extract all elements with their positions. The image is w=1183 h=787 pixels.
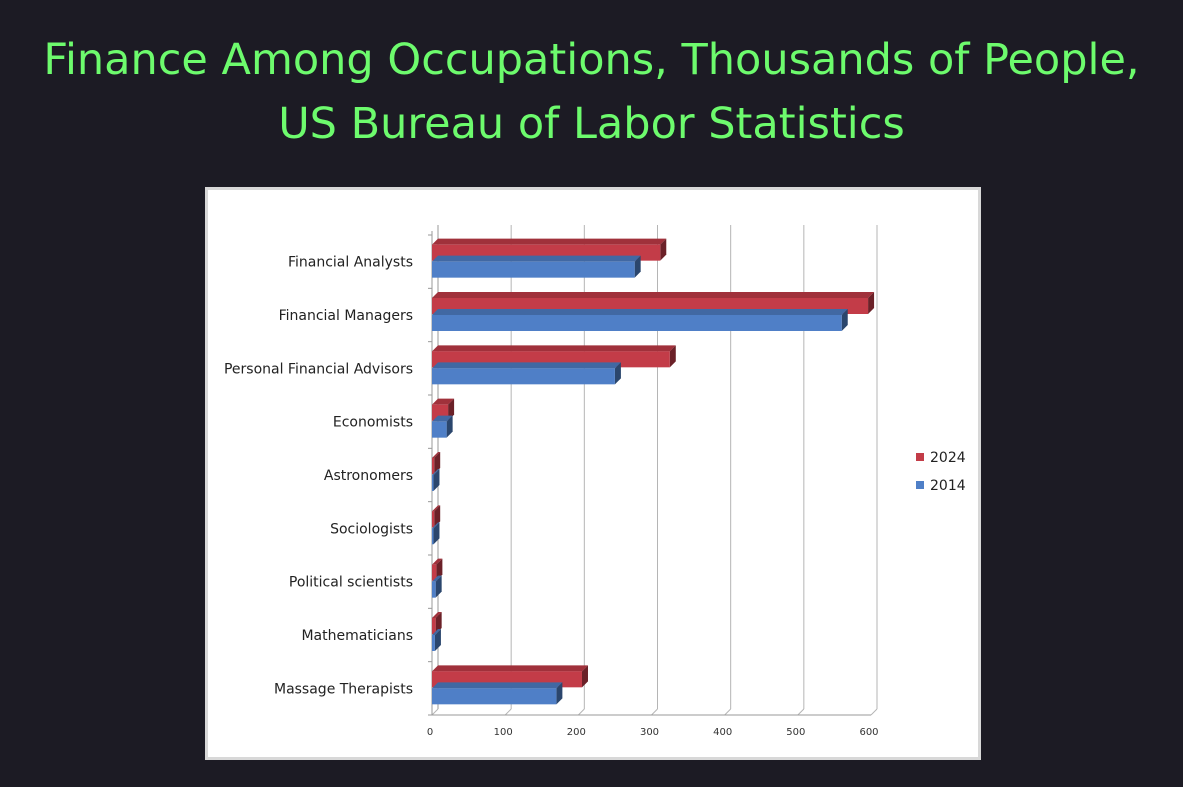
- bar-top-face: [432, 575, 442, 582]
- bar-2024: [432, 505, 441, 528]
- bar-2014: [432, 629, 441, 651]
- bar-end-face: [434, 629, 441, 651]
- bar-end-face: [433, 469, 440, 491]
- legend-swatch-2014: [916, 481, 924, 489]
- bar-front-face: [432, 618, 436, 634]
- floor-tick: [431, 708, 439, 716]
- bar-front-face: [432, 368, 615, 385]
- category-label: Financial Analysts: [288, 255, 413, 271]
- x-tick-label: 300: [640, 727, 659, 738]
- x-tick-label: 100: [494, 727, 513, 738]
- category-label: Personal Financial Advisors: [224, 361, 413, 377]
- bar-end-face: [434, 505, 441, 528]
- bar-front-face: [432, 475, 434, 491]
- bar-end-face: [660, 238, 667, 261]
- bar-end-face: [614, 362, 621, 385]
- category-label: Mathematicians: [301, 628, 413, 644]
- bar-end-face: [581, 665, 588, 688]
- bar-2014: [432, 362, 621, 385]
- bar-front-face: [432, 635, 435, 651]
- bar-end-face: [436, 558, 443, 581]
- category-label: Economists: [333, 415, 413, 431]
- title-line-2: US Bureau of Labor Statistics: [278, 99, 905, 149]
- bar-2014: [432, 469, 440, 491]
- bar-end-face: [435, 575, 442, 598]
- bar-end-face: [556, 682, 563, 705]
- bar-end-face: [435, 612, 442, 634]
- bar-2014: [432, 575, 442, 598]
- category-label: Financial Managers: [279, 308, 413, 324]
- bar-top-face: [432, 362, 621, 369]
- title-line-1: Finance Among Occupations, Thousands of …: [43, 35, 1140, 85]
- floor-tick: [724, 708, 732, 716]
- bar-end-face: [434, 452, 441, 474]
- bar-top-face: [432, 345, 676, 352]
- bar-front-face: [432, 564, 437, 581]
- bar-front-face: [432, 315, 842, 331]
- bar-top-face: [432, 255, 641, 262]
- bar-front-face: [432, 581, 436, 598]
- legend-label-2014: 2014: [930, 478, 966, 494]
- x-tick-label: 400: [713, 727, 732, 738]
- bar-2024: [432, 452, 441, 474]
- bar-front-face: [432, 458, 435, 474]
- bar-end-face: [446, 415, 453, 438]
- legend-swatch-2024: [916, 453, 924, 461]
- bar-2024: [432, 558, 443, 581]
- bar-2014: [432, 309, 848, 331]
- category-label: Political scientists: [289, 575, 413, 591]
- bar-top-face: [432, 415, 453, 422]
- bar-top-face: [432, 452, 441, 458]
- category-label: Astronomers: [324, 468, 413, 484]
- x-tick-label: 0: [427, 727, 433, 738]
- bar-top-face: [432, 292, 875, 298]
- bar-end-face: [448, 398, 455, 421]
- floor-tick: [797, 708, 805, 716]
- x-tick-label: 200: [567, 727, 586, 738]
- bar-end-face: [868, 292, 875, 314]
- floor-tick: [504, 708, 512, 716]
- floor-tick: [651, 708, 658, 716]
- bar-2014: [432, 522, 440, 545]
- bar-end-face: [669, 345, 676, 368]
- bar-top-face: [432, 612, 442, 618]
- bar-top-face: [432, 238, 667, 245]
- bar-front-face: [432, 511, 435, 528]
- bar-top-face: [432, 469, 440, 475]
- bar-2014: [432, 682, 563, 705]
- chart-frame: 0 100 200 300 400 500 600 Financial Analysts Fin…: [205, 187, 981, 760]
- bar-top-face: [432, 629, 441, 635]
- bar-end-face: [433, 522, 440, 545]
- floor-tick: [870, 708, 878, 716]
- x-tick-label: 500: [786, 727, 805, 738]
- bar-2014: [432, 415, 453, 438]
- bar-2024: [432, 612, 442, 634]
- bar-end-face: [841, 309, 848, 331]
- bar-top-face: [432, 505, 441, 512]
- bar-front-face: [432, 421, 447, 438]
- bar-front-face: [432, 528, 434, 545]
- bar-top-face: [432, 522, 440, 529]
- category-label: Massage Therapists: [274, 681, 413, 697]
- slide-title: Finance Among Occupations, Thousands of …: [0, 28, 1183, 156]
- bar-top-face: [432, 682, 563, 689]
- bar-2014: [432, 255, 641, 278]
- bar-chart: 0 100 200 300 400 500 600 Financial Analysts Fin…: [224, 225, 966, 738]
- legend: 2024 2014: [916, 450, 966, 494]
- bar-end-face: [634, 255, 641, 278]
- bar-top-face: [432, 558, 443, 565]
- bar-top-face: [432, 665, 588, 672]
- bar-front-face: [432, 261, 635, 278]
- category-label: Sociologists: [330, 521, 413, 537]
- label-layer: 0 100 200 300 400 500 600 Financial Analysts Fin…: [224, 255, 879, 738]
- bar-front-face: [432, 688, 557, 705]
- legend-label-2024: 2024: [930, 450, 966, 466]
- bar-top-face: [432, 309, 848, 315]
- floor-tick: [577, 708, 585, 716]
- x-tick-label: 600: [859, 727, 878, 738]
- bar-top-face: [432, 398, 455, 405]
- bar-layer: [432, 238, 875, 705]
